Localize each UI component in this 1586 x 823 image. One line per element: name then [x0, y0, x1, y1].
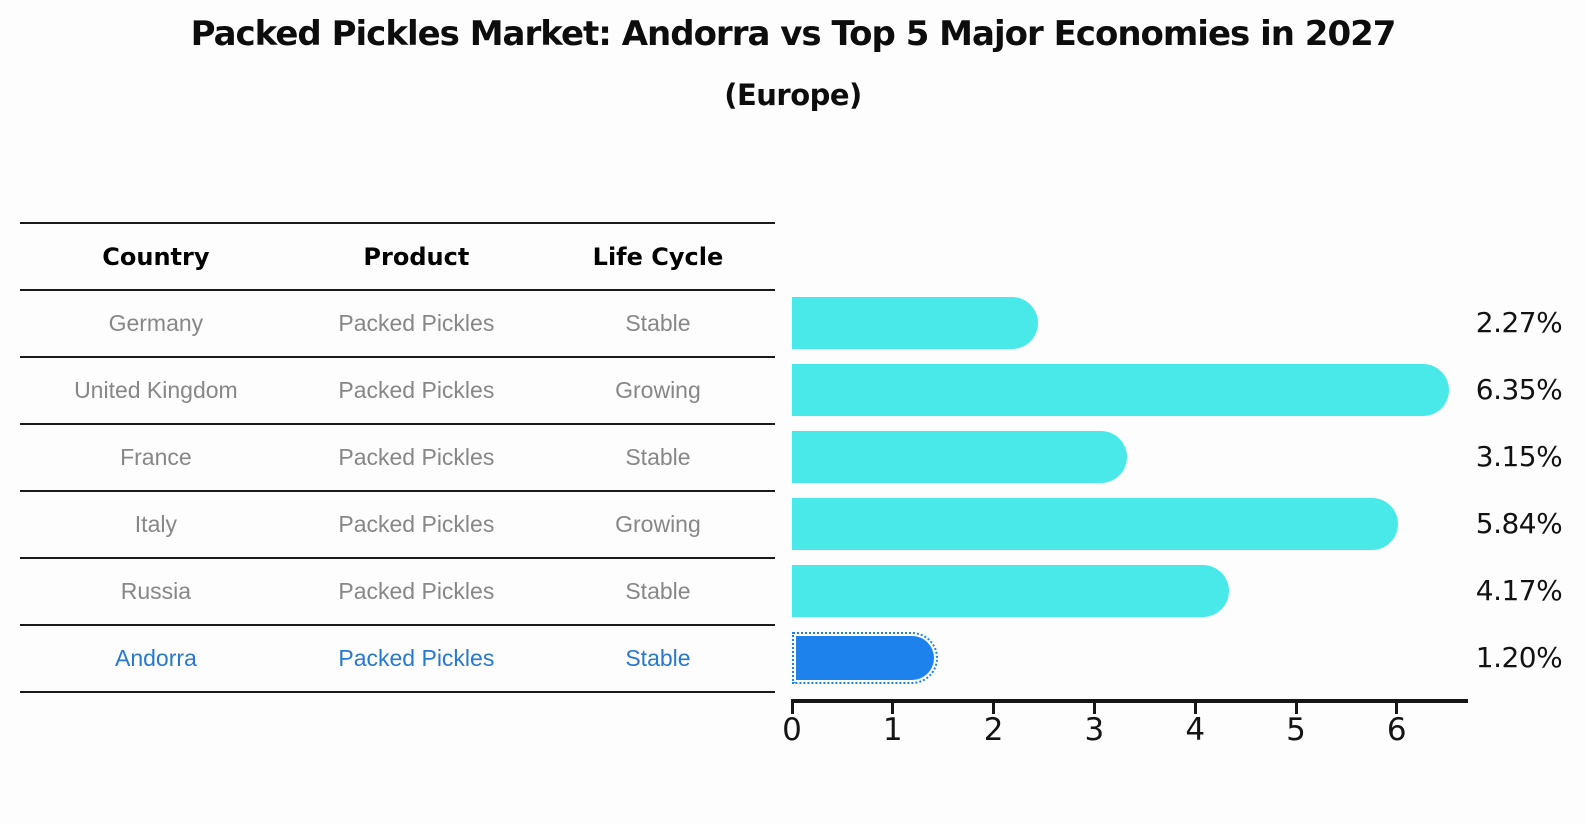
x-tick: [992, 701, 996, 714]
x-tick-label: 5: [1286, 712, 1306, 748]
table-row: Italy Packed Pickles Growing: [20, 492, 775, 559]
table-cell-lifecycle: Stable: [625, 578, 691, 604]
bar: [792, 430, 1127, 483]
table-row: United Kingdom Packed Pickles Growing: [20, 358, 775, 425]
x-tick: [1294, 701, 1298, 714]
table-cell-country: Andorra: [114, 645, 197, 671]
table-cell-country: France: [120, 444, 192, 470]
table-cell-product: Packed Pickles: [338, 377, 495, 403]
table-cell-product: Packed Pickles: [338, 444, 495, 470]
chart-title: Packed Pickles Market: Andorra vs Top 5 …: [190, 14, 1397, 54]
x-tick-label: 6: [1386, 712, 1407, 748]
table-cell-product: Packed Pickles: [338, 310, 495, 336]
bar: [792, 497, 1398, 550]
bar: [792, 363, 1450, 416]
table-cell-country: Germany: [108, 310, 204, 336]
bar-value-label: 6.35%: [1475, 372, 1563, 406]
chart-subtitle: (Europe): [724, 78, 862, 112]
table-row: France Packed Pickles Stable: [20, 425, 775, 492]
table-header-product: Product: [363, 242, 470, 271]
x-tick: [790, 701, 794, 714]
x-tick-label: 0: [782, 712, 802, 748]
bar-highlight-fill: [796, 635, 934, 680]
bar: [792, 296, 1038, 349]
table-cell-lifecycle: Growing: [615, 377, 701, 403]
table-cell-product: Packed Pickles: [338, 578, 495, 604]
table-cell-product: Packed Pickles: [338, 511, 495, 537]
table-cell-lifecycle: Stable: [625, 310, 691, 336]
table-row-highlight-andorra: Andorra Packed Pickles Stable: [20, 626, 775, 693]
table-cell-country: Italy: [134, 511, 177, 537]
table-header-row: Country Product Life Cycle: [20, 224, 775, 291]
bar: [792, 564, 1230, 617]
x-tick-label: 1: [882, 712, 903, 748]
table-row: Germany Packed Pickles Stable: [20, 291, 775, 358]
bar-value-label: 2.27%: [1475, 305, 1563, 339]
x-tick-label: 2: [983, 712, 1004, 748]
table-header-lifecycle: Life Cycle: [592, 242, 724, 271]
table-cell-lifecycle: Stable: [625, 645, 691, 671]
table-cell-lifecycle: Stable: [625, 444, 691, 470]
bar-value-label: 5.84%: [1475, 506, 1563, 540]
table-row: Russia Packed Pickles Stable: [20, 559, 775, 626]
x-tick: [1395, 701, 1399, 714]
table-cell-country: Russia: [120, 578, 192, 604]
table-cell-product: Packed Pickles: [338, 645, 495, 671]
table-header-country: Country: [102, 242, 210, 271]
x-axis-line: [791, 699, 1468, 703]
bar-value-label: 1.20%: [1475, 640, 1563, 674]
x-tick-label: 4: [1185, 712, 1206, 748]
bar-highlight: [792, 631, 938, 684]
table-cell-country: United Kingdom: [74, 377, 238, 403]
bar-value-label: 3.15%: [1475, 439, 1563, 473]
x-tick-label: 3: [1084, 712, 1105, 748]
bar-value-label: 4.17%: [1475, 573, 1563, 607]
x-tick: [1193, 701, 1197, 714]
x-tick: [1092, 701, 1096, 714]
x-tick: [891, 701, 895, 714]
country-table: Country Product Life Cycle Germany Packe…: [20, 222, 775, 693]
table-cell-lifecycle: Growing: [615, 511, 701, 537]
